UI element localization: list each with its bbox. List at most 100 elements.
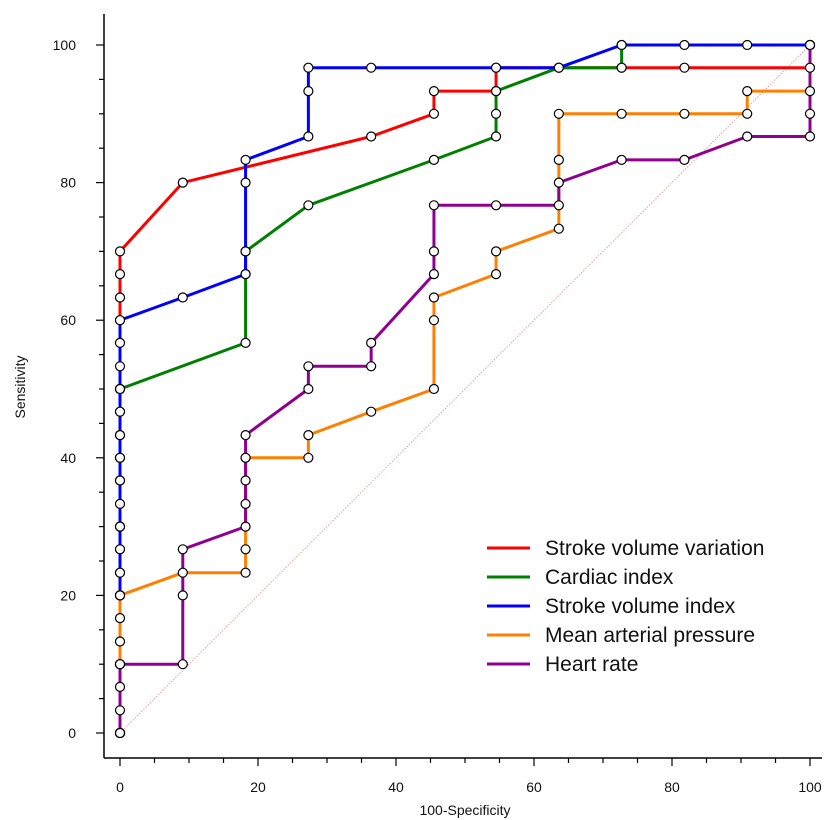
data-point <box>114 727 126 739</box>
data-point <box>177 567 188 578</box>
data-point <box>114 337 126 349</box>
data-point <box>553 200 564 211</box>
data-point <box>114 361 126 372</box>
data-point <box>303 200 314 211</box>
legend-label: Stroke volume index <box>545 595 736 618</box>
data-point <box>240 429 251 441</box>
series-4 <box>118 43 812 735</box>
data-point <box>114 292 126 303</box>
data-point <box>616 108 627 119</box>
series-layer <box>114 39 816 739</box>
data-point <box>303 383 314 395</box>
data-point <box>679 154 690 165</box>
x-tick-label: 100 <box>798 779 822 795</box>
data-point <box>553 62 564 73</box>
data-point <box>428 154 440 165</box>
x-tick-label: 40 <box>388 779 404 795</box>
data-point <box>553 223 564 234</box>
data-point <box>303 361 314 372</box>
data-point <box>303 131 314 142</box>
data-point <box>177 292 188 303</box>
data-point <box>804 108 816 119</box>
data-point <box>240 452 251 463</box>
data-point <box>490 131 502 142</box>
x-tick-label: 80 <box>664 779 680 795</box>
series-line <box>118 43 812 735</box>
series-3 <box>118 43 812 735</box>
data-point <box>240 544 251 555</box>
data-point <box>240 154 251 165</box>
x-tick-label: 60 <box>526 779 542 795</box>
data-point <box>303 429 314 441</box>
data-point <box>804 62 816 73</box>
data-point <box>490 200 502 211</box>
data-point <box>553 177 564 188</box>
y-tick-label: 20 <box>60 587 76 603</box>
data-point <box>366 337 377 349</box>
data-point <box>114 452 126 463</box>
data-point <box>240 177 251 188</box>
data-point <box>428 383 440 395</box>
data-point <box>114 475 126 486</box>
y-tick-label: 100 <box>53 37 77 53</box>
data-point <box>114 659 126 670</box>
data-point <box>303 452 314 463</box>
data-point <box>490 108 502 119</box>
legend-label: Cardiac index <box>545 566 674 589</box>
legend-label: Mean arterial pressure <box>545 624 755 647</box>
data-point <box>428 200 440 211</box>
data-point <box>616 62 627 73</box>
data-point <box>804 39 816 51</box>
data-point <box>114 429 126 441</box>
data-point <box>114 567 126 578</box>
data-point <box>742 85 753 97</box>
x-tick-label: 20 <box>250 779 266 795</box>
data-point <box>114 498 126 509</box>
data-point <box>240 475 251 486</box>
data-point <box>303 62 314 73</box>
data-point <box>240 269 251 280</box>
y-tick-label: 40 <box>60 450 76 466</box>
data-point <box>366 62 377 73</box>
data-point <box>114 269 126 280</box>
data-point <box>114 544 126 555</box>
data-point <box>240 246 251 257</box>
data-point <box>679 39 690 51</box>
data-point <box>490 85 502 97</box>
data-point <box>177 177 188 188</box>
data-point <box>616 154 627 165</box>
data-point <box>366 361 377 372</box>
data-point <box>428 85 440 97</box>
data-point <box>114 521 126 532</box>
legend: Stroke volume variation Cardiac index Stro… <box>487 537 764 676</box>
data-point <box>490 246 502 257</box>
data-point <box>114 590 126 601</box>
data-point <box>114 406 126 417</box>
data-point <box>303 85 314 97</box>
legend-label: Heart rate <box>545 653 638 676</box>
data-point <box>114 636 126 647</box>
data-point <box>177 590 188 601</box>
data-point <box>804 131 816 142</box>
data-point <box>177 659 188 670</box>
data-point <box>553 154 564 165</box>
data-point <box>177 544 188 555</box>
data-point <box>742 39 753 51</box>
data-point <box>114 246 126 257</box>
data-point <box>240 498 251 509</box>
data-point <box>742 131 753 142</box>
y-tick-label: 0 <box>68 725 76 741</box>
data-point <box>553 108 564 119</box>
series-4-points <box>114 39 816 739</box>
data-point <box>490 269 502 280</box>
data-point <box>428 108 440 119</box>
data-point <box>114 383 126 395</box>
x-tick-label: 0 <box>116 779 124 795</box>
data-point <box>679 62 690 73</box>
legend-label: Stroke volume variation <box>545 537 764 560</box>
x-axis-title: 100-Specificity <box>419 802 510 818</box>
data-point <box>114 613 126 624</box>
y-axis-title: Sensitivity <box>12 355 28 418</box>
reference-line-layer <box>119 44 811 734</box>
